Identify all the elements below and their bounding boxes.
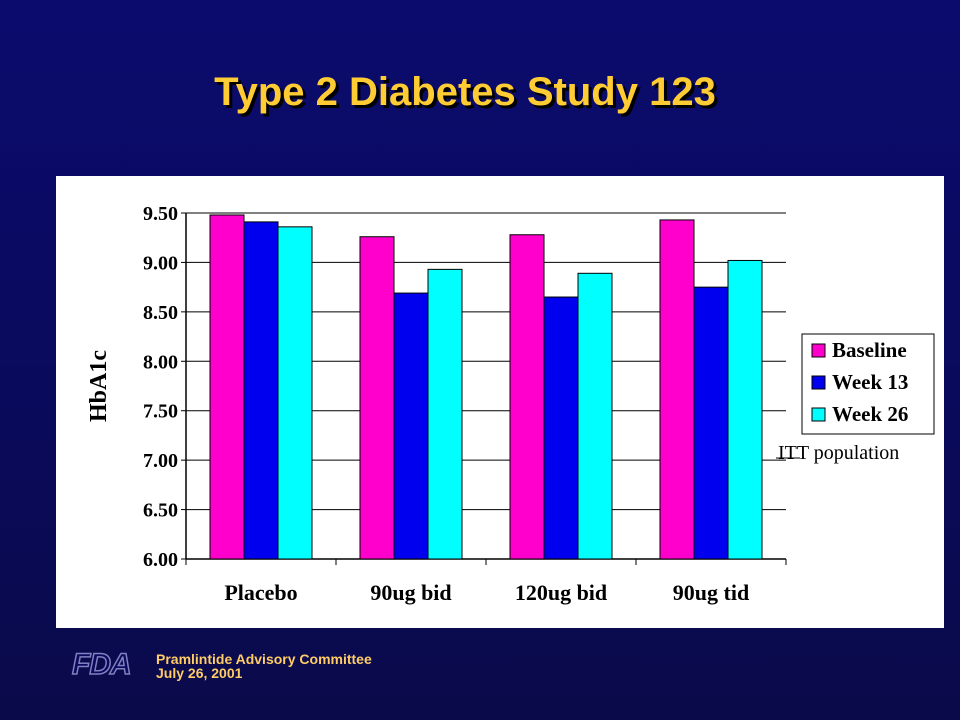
y-tick-label: 7.50 <box>143 401 178 423</box>
legend-swatch <box>811 343 826 358</box>
hba1c-bar-chart: 6.00 6.50 7.00 7.50 8.00 8.50 9.00 9.50 HbA1c Pla… <box>86 203 935 605</box>
y-tick-label: 6.50 <box>143 500 178 522</box>
legend-swatch <box>811 375 826 390</box>
bar-week-13 <box>393 292 429 560</box>
bar-week-13 <box>243 221 279 560</box>
x-tick-label: Placebo <box>224 580 297 605</box>
bar-week-13 <box>693 286 729 560</box>
y-tick-label: 6.00 <box>143 549 178 571</box>
bar-week-13 <box>543 296 579 560</box>
y-tick-label: 9.00 <box>143 252 178 274</box>
bar-week-26 <box>427 268 463 560</box>
y-axis-label: HbA1c <box>86 350 112 422</box>
footer-line-date: July 26, 2001 <box>156 665 243 681</box>
chart-panel: 6.00 6.50 7.00 7.50 8.00 8.50 9.00 9.50 HbA1c Pla… <box>56 176 944 628</box>
bar-baseline <box>509 234 545 560</box>
x-tick-label: 120ug bid <box>515 580 607 605</box>
legend-label: Week 13 <box>832 370 908 394</box>
annotation-itt-population: ITT population <box>778 442 899 464</box>
footer-line-committee: Pramlintide Advisory Committee <box>156 651 372 667</box>
bar-week-26 <box>577 272 613 560</box>
bar-week-26 <box>277 226 313 560</box>
y-tick-label: 9.50 <box>143 203 178 225</box>
slide-title: Type 2 Diabetes Study 123 <box>214 70 716 114</box>
y-tick-label: 7.00 <box>143 450 178 472</box>
fda-logo: FDA <box>71 647 132 682</box>
legend-swatch <box>811 407 826 422</box>
bar-baseline <box>659 219 695 560</box>
bar-baseline <box>209 214 245 560</box>
x-tick-label: 90ug bid <box>370 580 451 605</box>
y-tick-label: 8.50 <box>143 302 178 324</box>
bar-baseline <box>359 236 395 560</box>
legend-label: Week 26 <box>832 402 908 426</box>
y-tick-label: 8.00 <box>143 351 178 373</box>
x-tick-label: 90ug tid <box>673 580 749 605</box>
bar-week-26 <box>727 259 763 560</box>
legend-label: Baseline <box>832 338 907 362</box>
footer: Pramlintide Advisory Committee July 26, … <box>156 652 372 680</box>
